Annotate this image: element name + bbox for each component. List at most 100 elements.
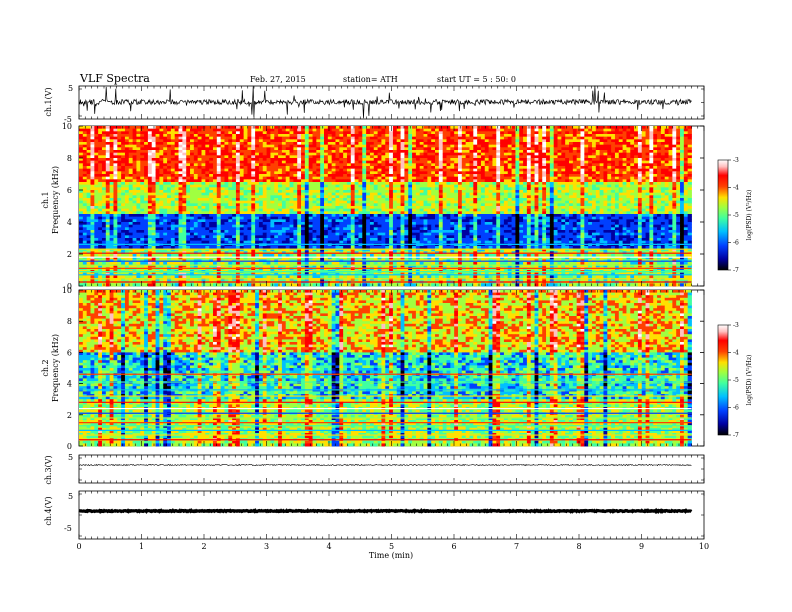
spectrogram-cell (216, 179, 222, 183)
spectrogram-cell (209, 174, 214, 178)
spectrogram-cell (258, 160, 264, 164)
spectrogram-cell (457, 192, 463, 196)
spectrogram-cell (205, 187, 210, 191)
spectrogram-cell (415, 144, 421, 148)
spectrogram-cell (362, 128, 367, 132)
spectrogram-cell (442, 206, 447, 210)
spectrogram-cell (549, 192, 555, 196)
spectrogram-cell (400, 168, 405, 172)
spectrogram-cell (419, 150, 424, 154)
spectrogram-cell (385, 152, 390, 156)
spectrogram-cell (174, 150, 179, 154)
spectrogram-cell (124, 168, 130, 172)
spectrogram-cell (657, 171, 662, 175)
spectrogram-cell (553, 163, 558, 167)
spectrogram-cell (247, 192, 252, 196)
spectrogram-cell (687, 176, 692, 180)
spectrogram-cell (285, 144, 290, 148)
spectrogram-cell (216, 184, 222, 188)
spectrogram-cell (603, 190, 608, 194)
spectrogram-cell (362, 160, 367, 164)
spectrogram-cell (132, 208, 137, 212)
spectrogram-cell (128, 174, 133, 178)
spectrogram-cell (216, 176, 222, 180)
spectrogram-cell (79, 179, 84, 183)
spectrogram-cell (496, 195, 501, 199)
spectrogram-cell (634, 203, 639, 207)
spectrogram-cell (197, 187, 202, 191)
spectrogram-cell (159, 128, 164, 132)
spectrogram-cell (312, 163, 317, 167)
spectrogram-cell (163, 166, 168, 170)
spectrogram-cell (473, 155, 478, 159)
spectrogram-cell (274, 134, 279, 138)
spectrogram-cell (603, 187, 608, 191)
spectrogram-cell (193, 206, 199, 210)
spectrogram-cell (672, 176, 677, 180)
spectrogram-cell (614, 179, 620, 183)
spectrogram-cell (595, 163, 601, 167)
spectrogram-cell (82, 128, 88, 132)
spectrogram-cell (285, 192, 290, 196)
spectrogram-cell (82, 144, 88, 148)
spectrogram-cell (109, 187, 114, 191)
spectrogram-cell (660, 158, 666, 162)
spectrogram-cell (507, 142, 512, 146)
spectrogram-cell (438, 134, 444, 138)
spectrogram-cell (174, 147, 179, 151)
spectrogram-cell (400, 206, 405, 210)
spectrogram-cell (320, 139, 325, 143)
spectrogram-cell (274, 176, 279, 180)
spectrogram-cell (438, 168, 444, 172)
spectrogram-cell (687, 139, 692, 143)
spectrogram-cell (542, 136, 547, 140)
spectrogram-cell (461, 179, 467, 183)
spectrogram-cell (496, 131, 501, 135)
spectrogram-cell (346, 150, 352, 154)
spectrogram-cell (496, 142, 501, 146)
spectrogram-cell (480, 150, 486, 154)
spectrogram-cell (381, 171, 386, 175)
spectrogram-cell (205, 126, 210, 130)
spectrogram-cell (232, 152, 237, 156)
spectrogram-cell (603, 139, 608, 143)
spectrogram-cell (549, 171, 555, 175)
spectrogram-cell (140, 184, 145, 188)
spectrogram-cell (630, 182, 635, 186)
spectrogram-cell (496, 163, 501, 167)
spectrogram-cell (201, 176, 206, 180)
spectrogram-cell (354, 131, 359, 135)
spectrogram-cell (637, 160, 643, 164)
spectrogram-cell (492, 206, 497, 210)
spectrogram-cell (603, 203, 608, 207)
spectrogram-cell (389, 187, 394, 191)
spectrogram-cell (178, 155, 183, 159)
spectrogram-cell (588, 142, 593, 146)
spectrogram-cell (400, 136, 405, 140)
spectrogram-cell (415, 147, 421, 151)
spectrogram-cell (235, 187, 241, 191)
spectrogram-cell (132, 179, 137, 183)
spectrogram-cell (645, 174, 650, 178)
spectrogram-cell (599, 155, 604, 159)
spectrogram-cell (591, 131, 597, 135)
spectrogram-cell (224, 187, 229, 191)
spectrogram-cell (419, 200, 424, 204)
spectrogram-cell (477, 128, 482, 132)
spectrogram-cell (228, 195, 233, 199)
spectrogram-cell (316, 176, 321, 180)
spectrogram-cell (128, 176, 133, 180)
spectrogram-cell (653, 144, 658, 148)
spectrogram-cell (270, 131, 275, 135)
spectrogram-cell (561, 142, 566, 146)
spectrogram-cell (324, 144, 329, 148)
spectrogram-cell (461, 203, 467, 207)
spectrogram-cell (170, 155, 176, 159)
spectrogram-cell (354, 192, 359, 196)
spectrogram-cell (324, 203, 329, 207)
spectrogram-cell (239, 203, 245, 207)
spectrogram-cell (415, 192, 421, 196)
spectrogram-cell (79, 187, 84, 191)
spectrogram-cell (595, 200, 601, 204)
spectrogram-cell (362, 206, 367, 210)
